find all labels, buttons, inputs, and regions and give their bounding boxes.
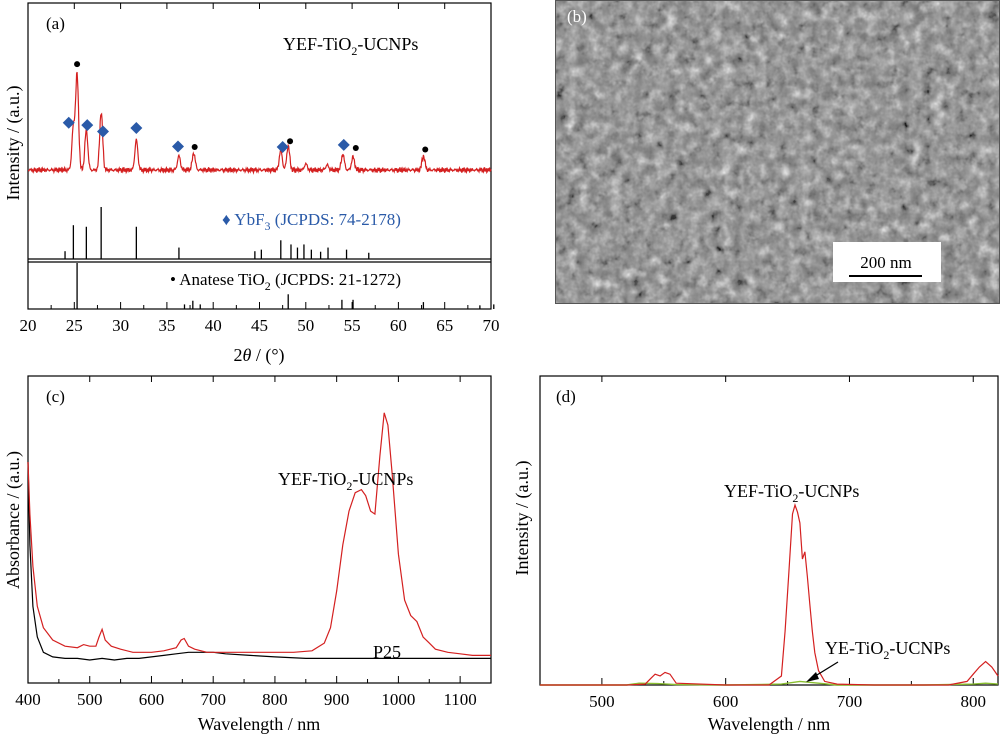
panel-d-xlabel: Wavelength / nm	[708, 714, 831, 734]
emission-ye-arrowhead	[806, 672, 819, 682]
x-tick-label: 900	[324, 690, 350, 709]
x-tick-label: 20	[20, 316, 37, 335]
panel-a: 20 25 30 35 40 45 50 55 60 65 70 (a) YEF-TiO2-UCNP…	[3, 2, 500, 366]
x-tick-label: 800	[960, 692, 986, 711]
tio2-peak-marker	[422, 146, 429, 153]
x-tick-label: 70	[483, 316, 500, 335]
x-tick-label: 600	[139, 690, 165, 709]
panel-c-ylabel: Absorbance / (a.u.)	[3, 451, 24, 589]
x-tick-label: 60	[390, 316, 407, 335]
ybf3-peak-marker	[97, 125, 110, 138]
emission-ye-line	[540, 680, 999, 686]
emission-yef-line	[540, 502, 999, 686]
x-tick-label: 700	[200, 690, 226, 709]
ybf3-peak-marker	[337, 138, 350, 151]
tio2-peak-marker	[287, 138, 294, 145]
x-tick-label: 50	[297, 316, 314, 335]
panel-c-xlabel: Wavelength / nm	[198, 714, 321, 734]
tio2-peak-marker	[74, 61, 81, 68]
absorbance-p25-label: P25	[373, 642, 401, 662]
x-tick-label: 800	[262, 690, 288, 709]
panel-c-frame	[27, 375, 492, 684]
panel-c: 400 500 600 700 800 900 1000 1100 (c) YEF-TiO2-…	[3, 375, 492, 734]
x-tick-label: 1100	[443, 690, 476, 709]
x-tick-label: 500	[77, 690, 103, 709]
ybf3-peak-marker	[81, 119, 94, 132]
emission-yef-label: YEF-TiO2-UCNPs	[724, 481, 859, 505]
x-tick-label: 1000	[381, 690, 415, 709]
panel-d-label: (d)	[556, 387, 576, 406]
ybf3-peak-marker	[130, 122, 143, 134]
panel-b-label: (b)	[567, 7, 587, 26]
x-tick-label: 35	[158, 316, 175, 335]
scale-bar-label: 200 nm	[860, 253, 911, 272]
x-tick-label: 500	[589, 692, 615, 711]
absorbance-yef-line	[27, 412, 491, 656]
x-tick-label: 40	[205, 316, 222, 335]
tio2-peak-marker	[191, 144, 198, 151]
panel-a-ylabel: Intensity / (a.u.)	[3, 86, 24, 201]
panel-c-label: (c)	[46, 387, 65, 406]
panel-a-xlabel: 2θ / (°)	[233, 345, 284, 366]
x-tick-label: 65	[436, 316, 453, 335]
xrd-series-label: YEF-TiO2-UCNPs	[283, 34, 418, 58]
panel-b: (b) 200 nm	[555, 0, 1000, 304]
tio2-peak-marker	[352, 145, 359, 151]
x-tick-label: 45	[251, 316, 268, 335]
ybf3-peak-marker	[172, 140, 185, 153]
emission-ye-label: YE-TiO2-UCNPs	[825, 638, 950, 662]
x-tick-label: 700	[837, 692, 863, 711]
x-tick-label: 25	[66, 316, 83, 335]
tio2-reference-label: • Anatese TiO2 (JCPDS: 21-1272)	[170, 270, 401, 293]
ybf3-peak-marker	[62, 116, 75, 129]
ybf3-reference-label: ♦ YbF3 (JCPDS: 74-2178)	[222, 210, 401, 233]
panel-d-ylabel: Intensity / (a.u.)	[512, 461, 533, 576]
absorbance-yef-line	[27, 461, 491, 661]
x-tick-label: 30	[112, 316, 129, 335]
panel-a-frame	[27, 2, 492, 310]
x-tick-label: 55	[344, 316, 361, 335]
ybf3-peak-marker	[276, 140, 289, 153]
x-tick-label: 600	[713, 692, 739, 711]
panel-a-label: (a)	[46, 14, 65, 33]
x-tick-label: 400	[15, 690, 41, 709]
panel-d: 500 600 700 800 (d) YEF-TiO2-UCNPs YE-TiO2-…	[512, 375, 999, 734]
xrd-pattern-line	[28, 71, 492, 175]
